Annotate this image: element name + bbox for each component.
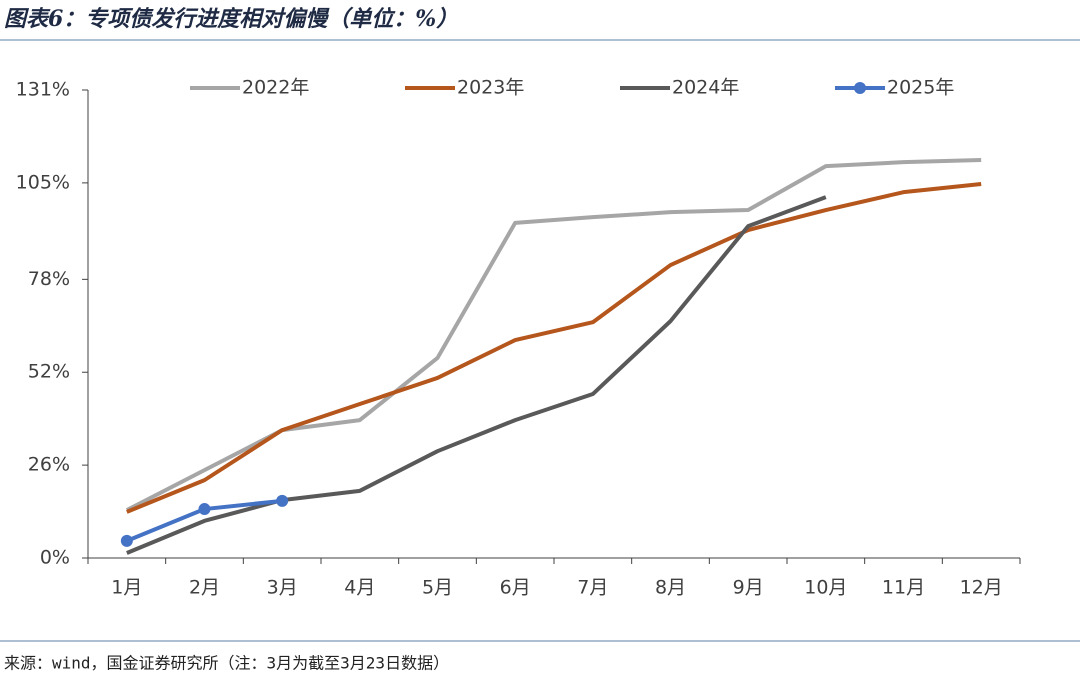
y-tick-label: 26% [28,454,70,476]
legend-label: 2023年 [457,77,524,99]
x-tick-label: 4月 [344,577,375,599]
x-tick-label: 9月 [733,577,764,599]
x-tick-label: 7月 [577,577,608,599]
y-tick-label: 0% [40,547,70,569]
x-tick-label: 11月 [882,577,925,599]
x-tick-label: 12月 [960,577,1003,599]
legend-label: 2025年 [887,77,954,99]
series-line [126,195,827,555]
source-note: 来源：wind，国金证券研究所（注：3月为截至3月23日数据） [4,654,449,673]
chart-title: 图表6：专项债发行进度相对偏慢（单位：%） [4,6,458,32]
legend-label: 2024年 [672,77,739,99]
series-line [126,181,982,514]
x-tick-label: 10月 [804,577,847,599]
y-tick-label: 52% [28,361,70,383]
x-tick-label: 3月 [267,577,298,599]
x-tick-label: 5月 [422,577,453,599]
series-marker [198,503,211,516]
x-tick-label: 1月 [111,577,142,599]
legend-label: 2022年 [242,77,309,99]
series-marker [120,534,133,547]
legend-marker [854,82,866,94]
y-tick-label: 131% [16,79,70,101]
x-tick-label: 8月 [655,577,686,599]
x-tick-label: 2月 [189,577,220,599]
x-tick-label: 6月 [500,577,531,599]
y-tick-label: 105% [16,171,70,193]
series-marker [276,494,289,507]
y-tick-label: 78% [28,268,70,290]
series-line [125,158,982,512]
